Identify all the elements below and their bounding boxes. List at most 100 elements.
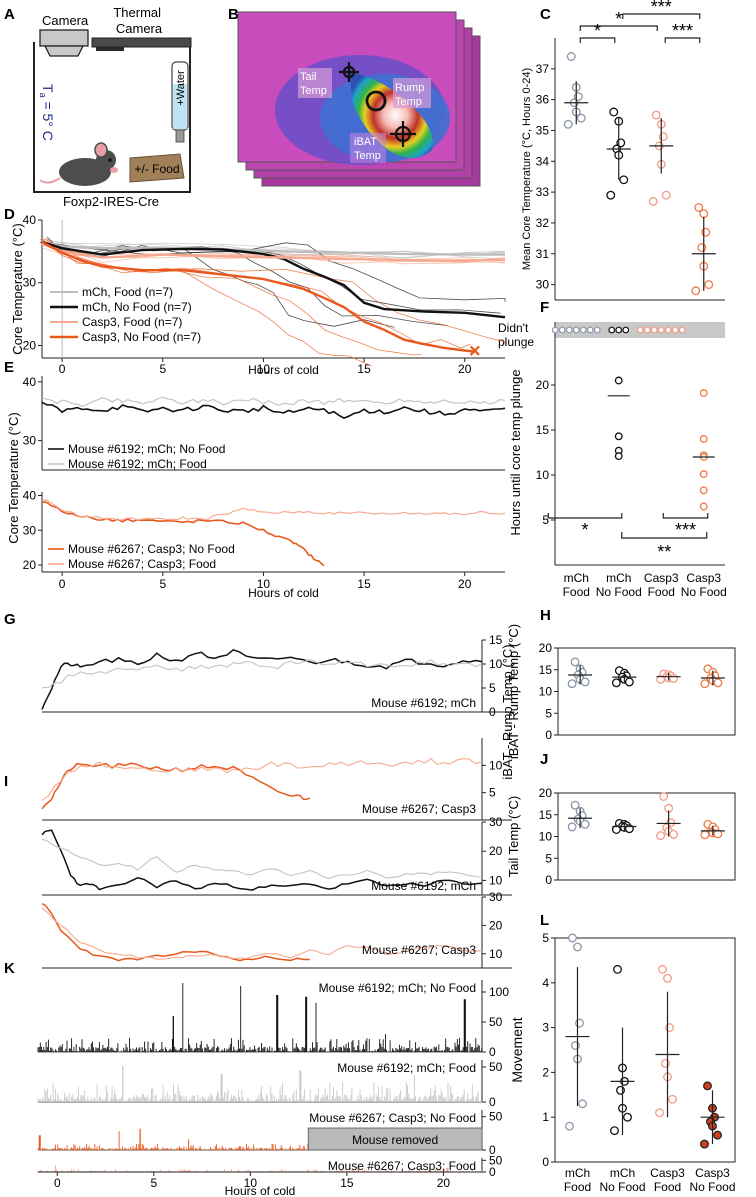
x-category-label-bottom: Food	[564, 1180, 591, 1194]
data-point	[567, 822, 577, 832]
thermal-label-line2: Camera	[116, 21, 163, 36]
panel-b-letter: B	[228, 6, 239, 23]
track-label: Mouse #6192; mCh; No Food	[319, 981, 476, 995]
legend-label: Casp3, No Food (n=7)	[82, 330, 201, 344]
didnt-plunge-point	[622, 326, 630, 334]
panel-d-letter: D	[4, 206, 15, 223]
y-tick-label: 0	[489, 1045, 496, 1059]
x-category-label-bottom: No Food	[599, 1180, 645, 1194]
data-point	[713, 1130, 722, 1140]
y-tick-label: 15	[489, 633, 503, 647]
panel-j: J 0 5 10 15 20 Tail Temp (°C)	[506, 751, 736, 887]
panel-g-letter: G	[4, 611, 16, 628]
data-point	[669, 674, 679, 683]
data-point	[651, 110, 661, 120]
scale-bar	[463, 196, 473, 199]
trace-label: Mouse #6267; Casp3	[362, 802, 476, 816]
x-tick-label: 10	[257, 362, 271, 376]
data-point	[699, 470, 708, 479]
data-point	[694, 203, 704, 212]
x-tick-label: 20	[437, 1176, 451, 1190]
data-point	[656, 674, 666, 684]
x-tick-label: 20	[458, 577, 472, 591]
x-tick-label: 15	[357, 362, 371, 376]
y-tick-label: 4	[542, 976, 549, 990]
group-casp3-no-food	[700, 664, 725, 689]
x-category-label-bottom: Food	[648, 585, 675, 599]
didnt-plunge-point	[593, 326, 601, 334]
trace	[41, 659, 483, 689]
legend-label: mCh, Food (n=7)	[82, 285, 173, 299]
data-point	[616, 1085, 625, 1095]
y-tick-label: 2	[542, 1065, 549, 1079]
x-tick-label: 0	[59, 577, 66, 591]
y-tick-label: 0	[542, 1155, 549, 1169]
y-tick-label: 50	[489, 1153, 503, 1167]
ibat-label-1: iBAT	[354, 136, 377, 148]
data-point	[699, 486, 708, 495]
data-point	[713, 678, 723, 688]
didnt-plunge-point	[636, 326, 644, 334]
data-point	[613, 964, 622, 974]
data-point	[614, 452, 623, 461]
significance-stars: *	[594, 21, 601, 41]
trace-label: Mouse #6192; mCh	[371, 879, 476, 893]
group-casp3-no-food	[700, 1081, 725, 1149]
tail-label-bg	[298, 68, 332, 98]
panel-h: H 0 5 10 15 20 iBAT - Rump Temp (°C)	[506, 607, 736, 759]
y-tick-label: 10	[489, 657, 503, 671]
track-label: Mouse #6192; mCh; Food	[337, 1061, 476, 1075]
mean-trace	[41, 240, 506, 319]
group-casp3-no-food	[700, 819, 725, 840]
y-tick-label: 10	[539, 830, 553, 844]
group-casp3-food	[656, 792, 681, 841]
group-casp3-food	[655, 964, 680, 1118]
activity-bars	[37, 1128, 309, 1150]
mean-trace	[41, 240, 505, 256]
y-tick-label: 1	[542, 1110, 549, 1124]
didnt-plunge-point	[643, 326, 651, 334]
trace	[41, 648, 483, 710]
band-label-1: Didn't	[498, 321, 529, 335]
y-tick-label: 5	[545, 851, 552, 865]
didnt-plunge-point	[572, 326, 580, 334]
x-tick-label: 0	[54, 1176, 61, 1190]
legend-label: Mouse #6267; Casp3; Food	[68, 557, 216, 571]
y-tick-label: 20	[539, 641, 553, 655]
data-point	[571, 1041, 580, 1050]
data-point	[610, 1126, 619, 1136]
mean-trace	[41, 240, 475, 353]
data-point	[611, 678, 621, 688]
legend-label: Mouse #6192; mCh; Food	[68, 457, 207, 471]
significance-stars: *	[581, 520, 588, 540]
panel-i-letter: I	[4, 773, 8, 790]
x-tick-label: 20	[458, 362, 472, 376]
y-tick-label: 10	[489, 873, 503, 887]
panel-f-letter: F	[540, 299, 549, 316]
y-tick-label: 15	[539, 663, 553, 677]
track-label: Mouse #6267; Casp3; Food	[328, 1159, 476, 1173]
didnt-plunge-point	[650, 326, 658, 334]
significance-bracket	[662, 513, 709, 519]
didnt-plunge-point	[579, 326, 587, 334]
band-label-2: plunge	[498, 335, 534, 349]
significance-stars: ***	[651, 0, 672, 17]
individual-trace	[39, 238, 506, 345]
group-casp3-food	[648, 110, 674, 206]
data-point	[578, 1099, 587, 1109]
mouse-icon	[39, 142, 118, 186]
x-tick-label: 5	[159, 362, 166, 376]
tail-label-1: Tail	[300, 71, 317, 83]
data-point	[611, 825, 621, 834]
y-tick-label: 20	[539, 786, 553, 800]
mouse-removed-box	[307, 1127, 483, 1151]
significance-stars: ***	[675, 520, 696, 540]
significance-stars: ***	[672, 21, 693, 41]
data-point	[624, 677, 634, 687]
group-mch-no-food	[611, 666, 637, 688]
ambient-temp-value: = 5° C	[40, 98, 56, 141]
